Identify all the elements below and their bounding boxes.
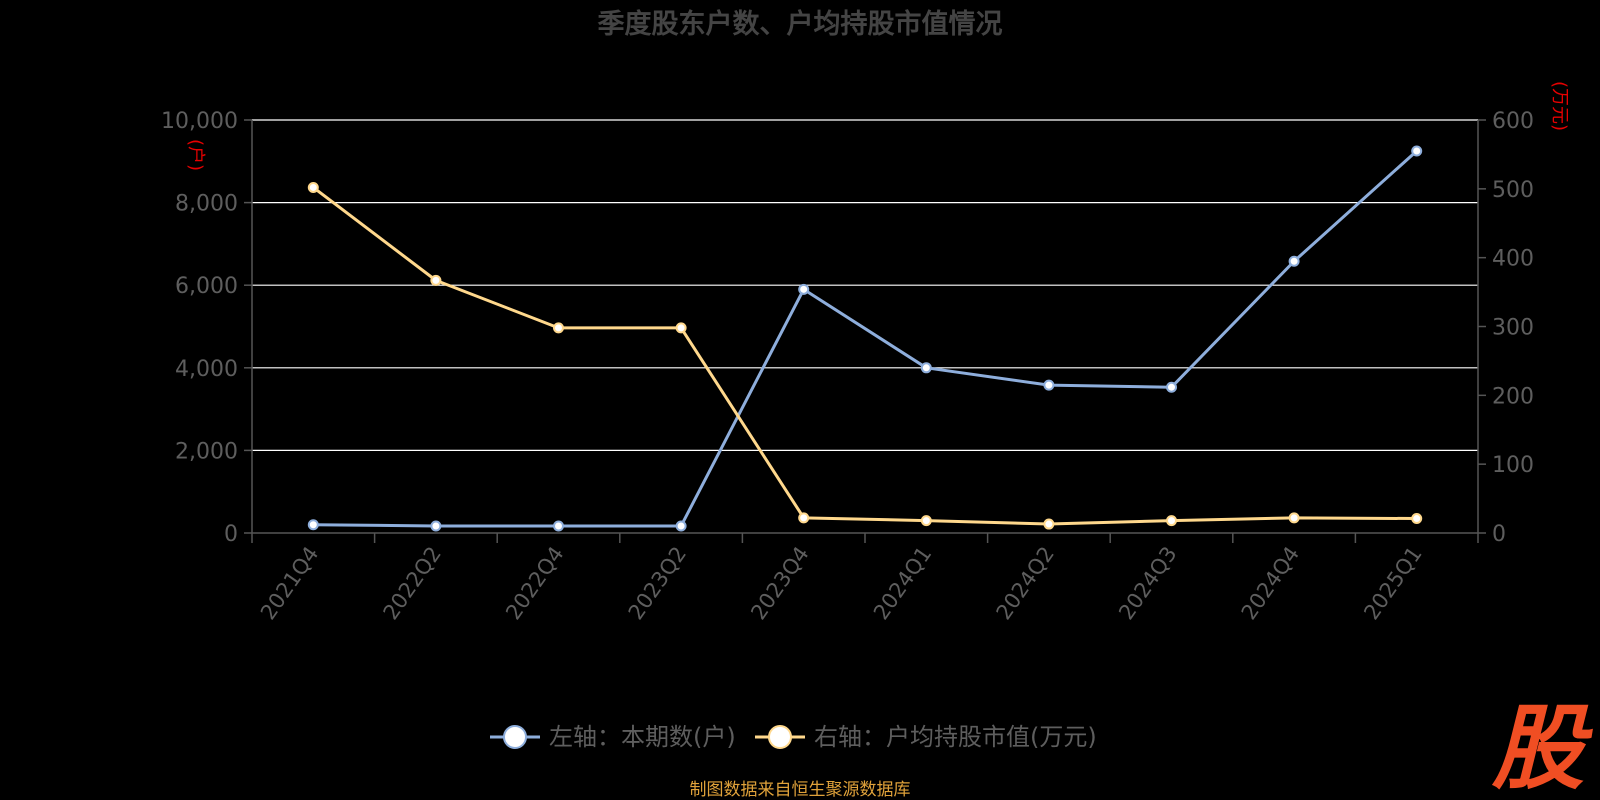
- legend-item-left[interactable]: 左轴：本期数(户): [490, 723, 736, 751]
- right-tick-label: 200: [1492, 384, 1534, 409]
- data-point: [798, 283, 810, 295]
- data-point: [553, 520, 564, 532]
- legend-item-right[interactable]: 右轴：户均持股市值(万元): [755, 723, 1097, 751]
- data-point: [553, 322, 564, 334]
- right-tick-label: 100: [1492, 453, 1534, 478]
- left-tick-label: 6,000: [175, 274, 238, 299]
- data-point: [675, 520, 687, 532]
- data-point: [430, 274, 442, 286]
- data-point: [307, 181, 319, 193]
- data-point: [1043, 518, 1055, 530]
- right-tick-label: 0: [1492, 522, 1506, 547]
- data-point: [1288, 512, 1300, 524]
- left-axis-unit: (户): [185, 139, 206, 171]
- data-point: [920, 362, 932, 374]
- right-tick-label: 600: [1492, 109, 1534, 134]
- data-point: [1166, 515, 1177, 527]
- x-tick-label: 2024Q1: [869, 542, 936, 624]
- series-left: [307, 145, 1423, 532]
- x-tick-label: 2025Q1: [1359, 542, 1426, 624]
- legend-label-left: 左轴：本期数(户): [549, 723, 736, 751]
- data-point: [307, 519, 319, 531]
- right-axis-ticks: 0 100 200 300 400 500 600: [1478, 109, 1534, 547]
- series-layer: [307, 145, 1423, 532]
- left-tick-label: 4,000: [175, 357, 238, 382]
- right-tick-label: 400: [1492, 247, 1534, 272]
- right-tick-label: 500: [1492, 178, 1534, 203]
- x-tick-label: 2022Q4: [501, 542, 568, 624]
- left-tick-label: 0: [224, 522, 238, 547]
- data-point: [1411, 513, 1423, 525]
- left-tick-label: 10,000: [161, 109, 238, 134]
- data-point: [430, 520, 442, 532]
- data-point: [1411, 145, 1423, 157]
- x-tick-label: 2024Q2: [992, 542, 1059, 624]
- data-point: [1166, 381, 1177, 393]
- data-point: [798, 512, 810, 524]
- left-axis-ticks: 0 2,000 4,000 6,000 8,000 10,000: [161, 109, 252, 547]
- series-right: [307, 181, 1423, 530]
- left-tick-label: 8,000: [175, 192, 238, 217]
- data-point: [675, 322, 687, 334]
- x-tick-label: 2023Q4: [746, 542, 813, 624]
- legend-marker-left: [503, 725, 527, 749]
- data-point: [1288, 255, 1300, 267]
- chart-title: 季度股东户数、户均持股市值情况: [598, 8, 1003, 40]
- x-tick-label: 2023Q2: [624, 542, 691, 624]
- data-point: [1043, 379, 1055, 391]
- right-axis-unit: (万元): [1549, 81, 1570, 131]
- x-tick-label: 2024Q3: [1114, 542, 1181, 624]
- legend: 左轴：本期数(户) 右轴：户均持股市值(万元): [490, 723, 1097, 751]
- data-source-note: 制图数据来自恒生聚源数据库: [690, 780, 911, 800]
- x-axis-ticks: 2021Q4 2022Q2 2022Q4 2023Q2 2023Q4 2024Q1 2024…: [251, 533, 1479, 624]
- legend-marker-right: [768, 725, 792, 749]
- brand-logo: 股: [1491, 695, 1593, 800]
- series-line-right: [312, 186, 1417, 526]
- legend-label-right: 右轴：户均持股市值(万元): [814, 723, 1097, 751]
- axes: [251, 120, 1479, 534]
- x-tick-label: 2022Q2: [379, 542, 446, 624]
- data-point: [920, 515, 932, 527]
- series-line-left: [313, 149, 1418, 528]
- grid-lines: [252, 119, 1478, 451]
- right-tick-label: 300: [1492, 316, 1534, 341]
- x-tick-label: 2024Q4: [1237, 542, 1304, 624]
- left-tick-label: 2,000: [175, 439, 238, 464]
- x-tick-label: 2021Q4: [256, 542, 323, 624]
